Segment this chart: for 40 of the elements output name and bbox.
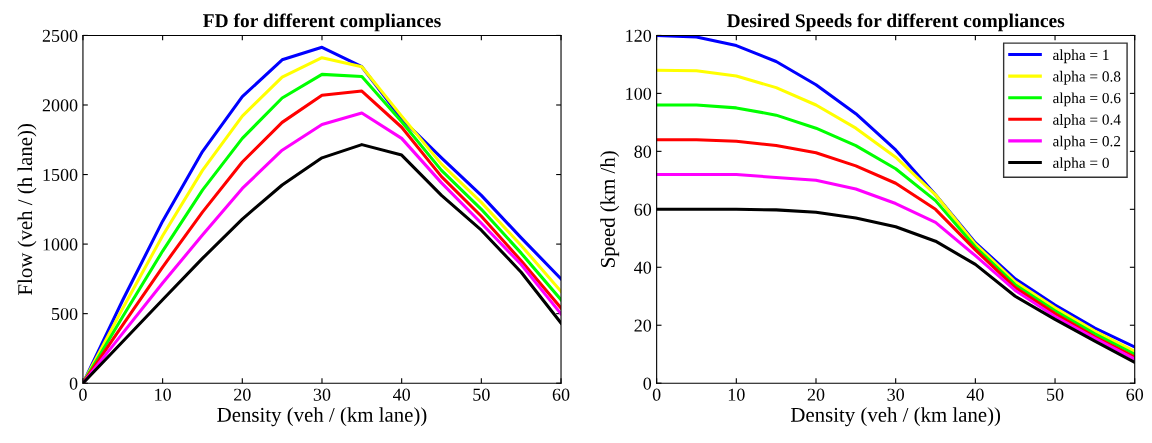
chart-title: Desired Speeds for different compliances xyxy=(726,13,1065,32)
y-tick-label: 1500 xyxy=(43,168,78,181)
legend-label: alpha = 1 xyxy=(1053,49,1109,64)
y-tick-label: 2500 xyxy=(42,29,78,42)
x-axis-title: Density (veh / (km lane)) xyxy=(790,407,1001,427)
line-series xyxy=(656,173,1135,361)
x-tick-label: 60 xyxy=(552,388,570,401)
x-tick-label: 0 xyxy=(652,388,661,401)
x-tick-label: 40 xyxy=(392,388,410,401)
y-tick-label: 60 xyxy=(634,203,652,216)
y-axis-title: Flow (veh / (h lane)) xyxy=(17,124,37,295)
legend-label: alpha = 0 xyxy=(1053,157,1109,172)
x-tick-label: 30 xyxy=(887,388,905,401)
y-axis-title: Speed (km /h) xyxy=(600,151,620,267)
y-tick-label: 2000 xyxy=(42,99,78,112)
y-tick-label: 120 xyxy=(626,29,652,42)
chart-title: FD for different compliances xyxy=(203,13,441,32)
y-tick-label: 0 xyxy=(643,377,652,390)
y-tick-label: 20 xyxy=(634,319,652,332)
x-tick-label: 20 xyxy=(807,388,825,401)
x-tick-label: 0 xyxy=(79,388,87,401)
y-tick-label: 1000 xyxy=(43,238,78,251)
x-axis-title: Density (veh / (km lane)) xyxy=(217,407,427,427)
y-tick-label: 0 xyxy=(69,377,78,390)
x-tick-label: 50 xyxy=(473,388,490,401)
y-tick-label: 500 xyxy=(52,307,78,321)
legend-label: alpha = 0.2 xyxy=(1053,135,1121,150)
x-tick-label: 10 xyxy=(155,388,171,401)
legend-label: alpha = 0.6 xyxy=(1053,92,1121,107)
x-tick-label: 40 xyxy=(966,388,984,401)
y-tick-label: 40 xyxy=(634,261,652,274)
legend-label: alpha = 0.8 xyxy=(1053,70,1121,85)
x-tick-label: 60 xyxy=(1126,388,1144,401)
legend-label: alpha = 0.4 xyxy=(1053,114,1121,128)
x-tick-label: 30 xyxy=(313,388,331,401)
y-tick-label: 80 xyxy=(634,145,652,158)
x-tick-label: 10 xyxy=(728,388,745,401)
y-tick-label: 100 xyxy=(626,87,652,100)
x-tick-label: 20 xyxy=(234,388,251,401)
x-tick-label: 50 xyxy=(1047,388,1064,401)
